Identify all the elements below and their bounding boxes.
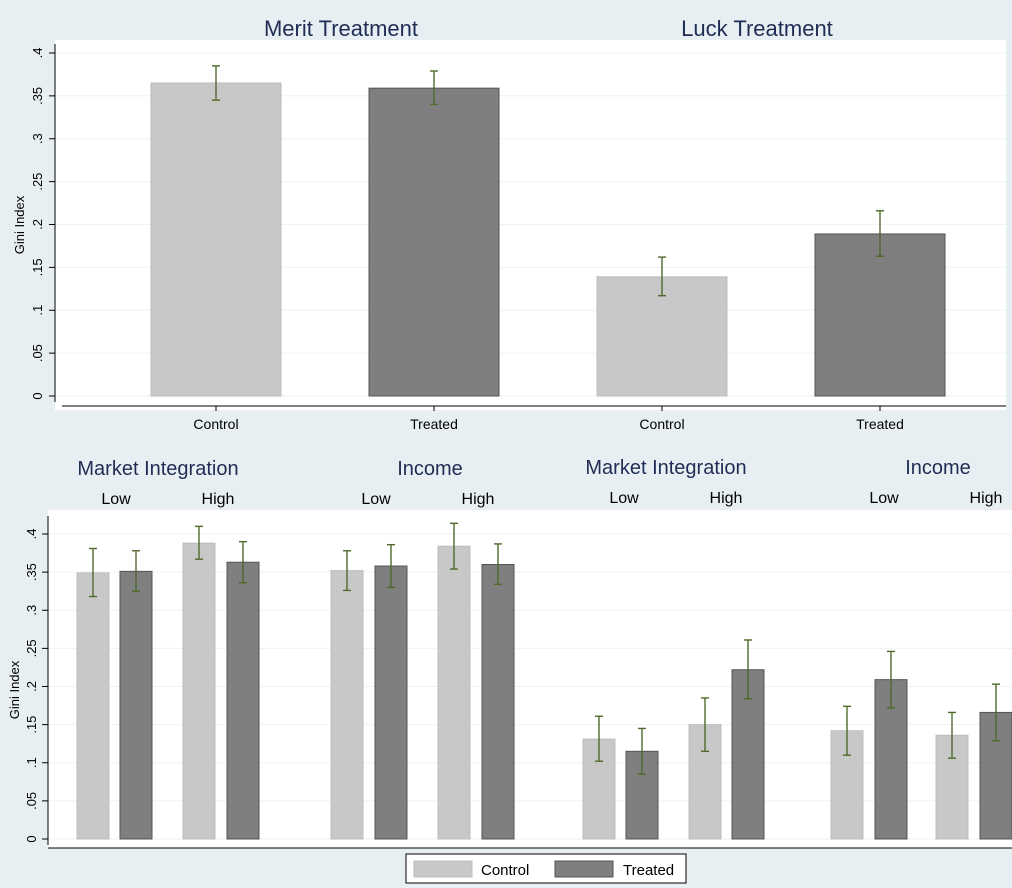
bottom-sub-label: Low [869,490,899,507]
top-y-tick-label: .25 [30,173,45,191]
top-x-tick-label: Control [639,416,684,432]
bottom-sub-label: Low [101,491,131,508]
top-y-tick-label: .3 [30,133,45,144]
top-panel-title: Luck Treatment [681,16,833,41]
bottom-sub-label: High [970,490,1003,507]
bottom-bar-treated [481,564,515,840]
bottom-y-tick-label: .35 [24,563,39,581]
legend-swatch-treated [554,860,614,878]
legend-label-control: Control [481,862,529,879]
top-y-tick-label: .05 [30,344,45,362]
bottom-y-axis-label: Gini Index [7,660,22,719]
bottom-sub-label: Low [361,491,391,508]
top-x-tick-label: Treated [410,416,458,432]
bottom-sub-label: High [202,491,235,508]
top-bar-control [150,82,282,397]
bottom-y-tick-label: .3 [24,605,39,616]
bottom-y-tick-label: .25 [24,639,39,657]
bottom-sub-label: High [462,491,495,508]
top-x-tick-label: Treated [856,416,904,432]
bottom-bar-treated [226,561,260,840]
legend-swatch-control [413,860,473,878]
bottom-panel-title: Market Integration [77,458,238,480]
top-y-tick-label: .4 [30,48,45,59]
bottom-y-tick-label: .4 [24,529,39,540]
top-bar-control [596,276,728,397]
bottom-bar-treated [119,570,153,840]
bottom-bar-control [182,542,216,840]
bottom-y-tick-label: 0 [24,835,39,842]
bottom-y-tick-label: .1 [24,757,39,768]
legend-label-treated: Treated [623,862,674,879]
bottom-y-tick-label: .05 [24,792,39,810]
bottom-bar-control [437,545,471,840]
legend: Control Treated [405,853,687,884]
top-panel-title: Merit Treatment [264,16,418,41]
bottom-y-tick-label: .15 [24,716,39,734]
bottom-bar-control [76,572,110,840]
bottom-panel-title: Income [905,457,971,479]
top-x-tick-label: Control [193,416,238,432]
top-y-tick-label: .35 [30,87,45,105]
bottom-sub-label: High [710,490,743,507]
top-y-axis-label: Gini Index [12,195,27,254]
bottom-bar-control [330,570,364,840]
top-y-tick-label: 0 [30,392,45,399]
top-bar-treated [814,233,946,397]
bottom-panel-title: Market Integration [585,457,746,479]
bottom-sub-label: Low [609,490,639,507]
bottom-panel-title: Income [397,458,463,480]
top-y-tick-label: .1 [30,305,45,316]
bottom-bar-treated [374,565,408,840]
bottom-y-tick-label: .2 [24,681,39,692]
top-bar-treated [368,87,500,397]
top-y-tick-label: .2 [30,219,45,230]
top-y-tick-label: .15 [30,258,45,276]
